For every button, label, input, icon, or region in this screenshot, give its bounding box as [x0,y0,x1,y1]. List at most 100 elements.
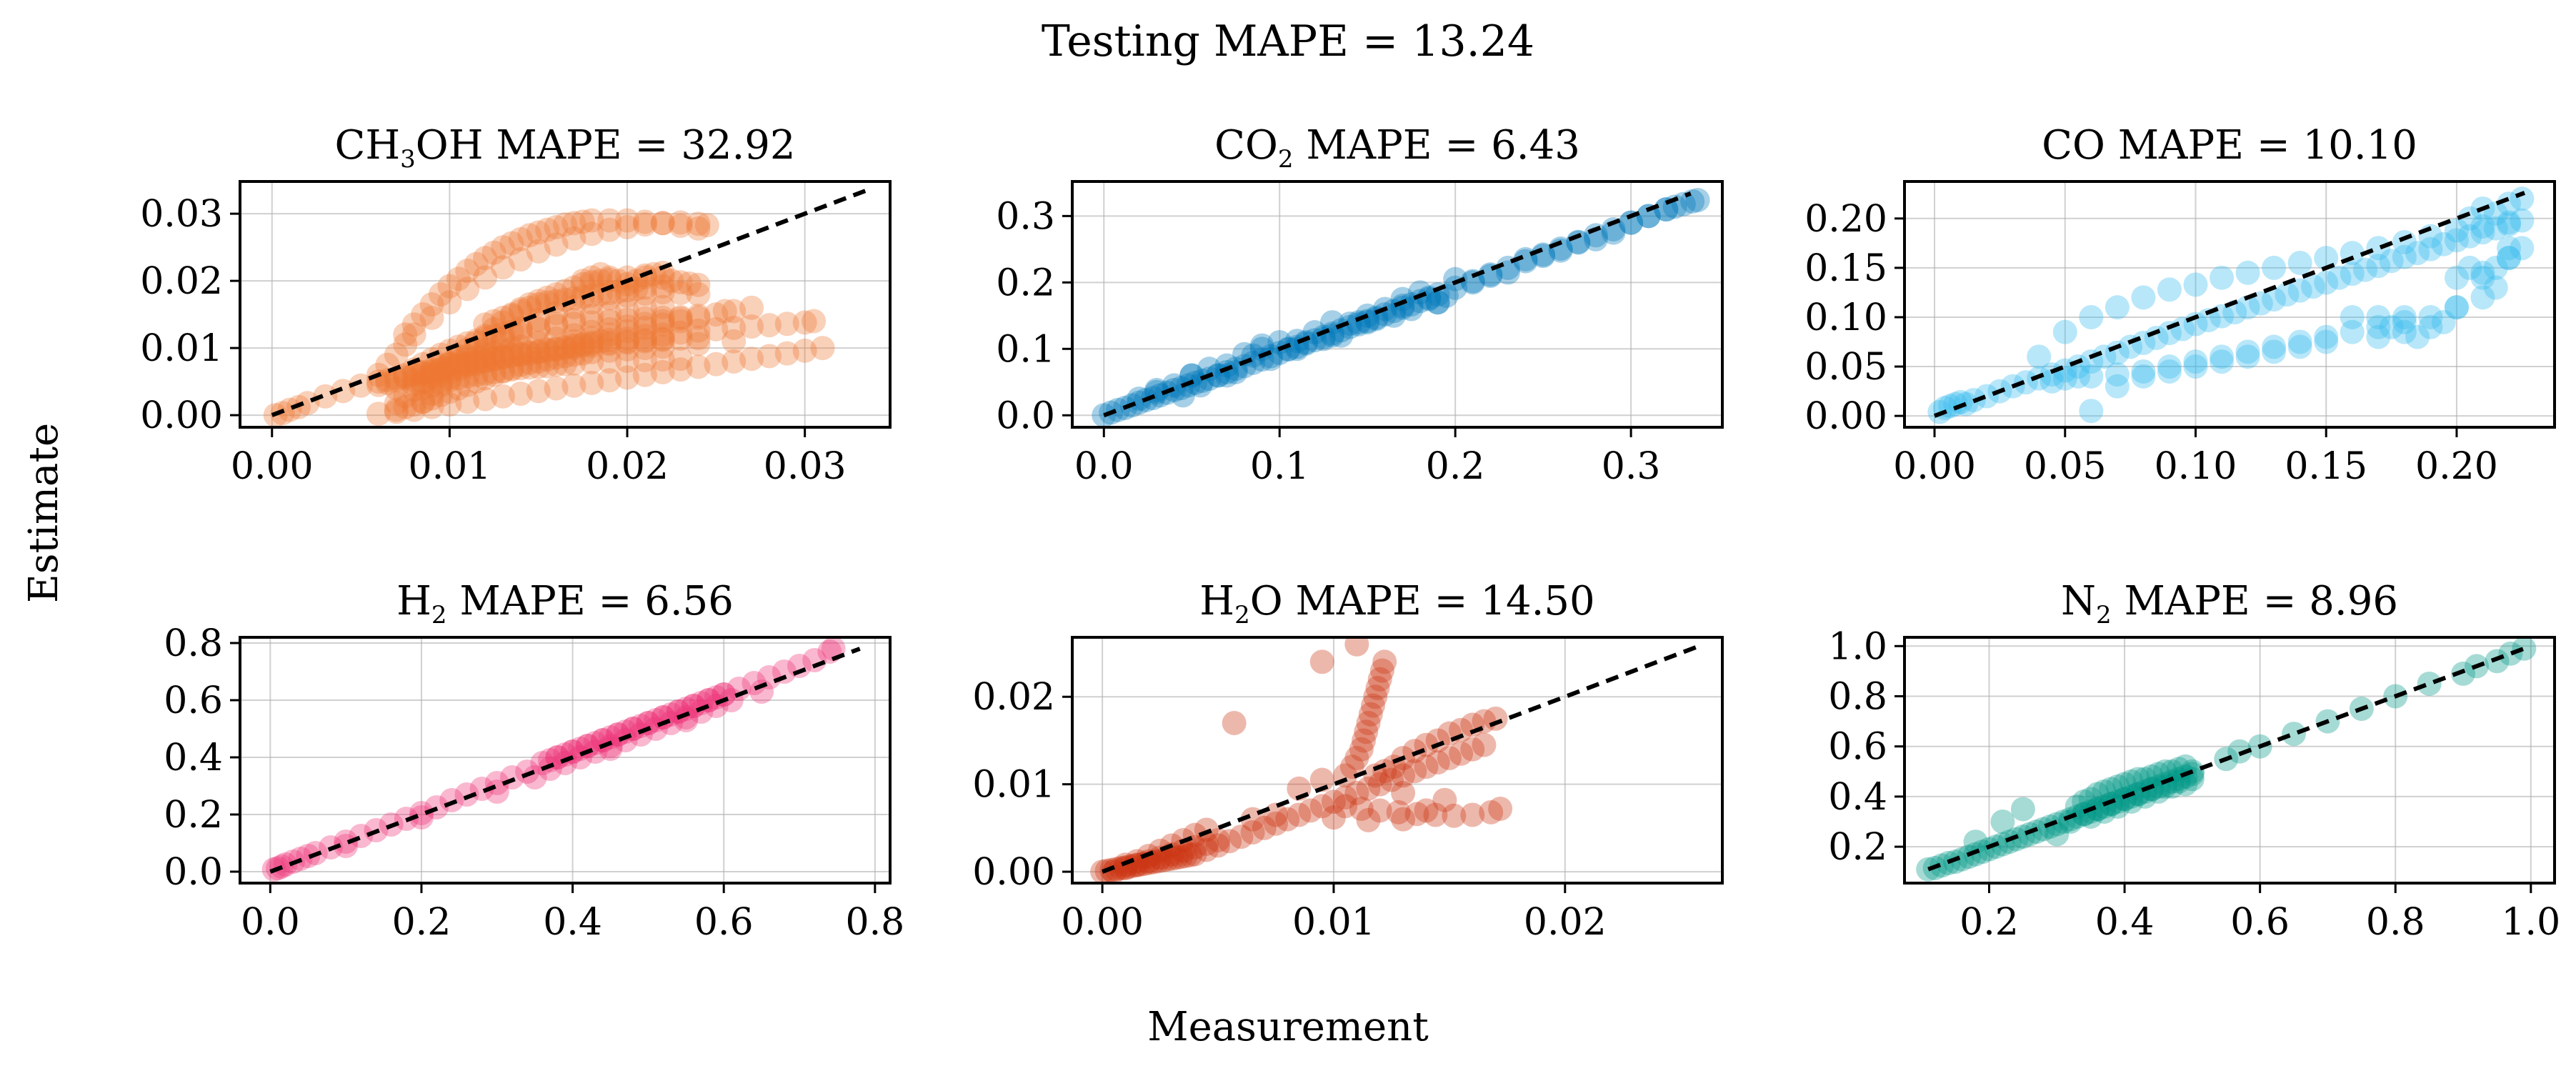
scatter-point [2340,304,2365,329]
scatter-point [481,346,506,371]
scatter-point [1391,763,1416,788]
scatter-point [686,305,711,330]
scatter-point [1154,847,1179,872]
scatter-point [561,226,586,251]
scatter-point [401,372,426,397]
scatter-point [508,297,533,322]
scatter-point [349,373,374,398]
axes-frame [239,180,892,429]
scatter-point [553,344,577,369]
scatter-point [650,211,675,236]
scatter-point [1188,373,1213,398]
scatter-point [597,330,622,355]
subplot-5: 0.00 0.01 0.02 0.00 0.01 0.02 H2O MAPE = 14.50 [972,578,1724,944]
scatter-point [526,220,551,245]
x-tick-label: 0.00 [231,445,314,488]
scatter-point [1478,264,1503,289]
scatter-point [2497,246,2522,271]
scatter-point [668,326,693,351]
scatter-point [686,211,711,236]
scatter-point [2139,777,2164,802]
scatter-point [446,349,471,374]
scatter-point [2470,285,2495,310]
scatter-point [668,309,693,334]
scatter-point [742,671,767,695]
scatter-point [2045,822,2070,847]
scatter-point [1365,676,1390,701]
scatter-point [1309,794,1334,819]
scatter-point [499,357,524,382]
subplot-3: 0.00 0.05 0.10 0.15 0.20 0.00 0.05 0.10 0.15 0.20… [1804,122,2556,488]
scatter-point [2470,214,2495,239]
x-tick-label: 0.4 [543,901,602,944]
scatter-point [1367,667,1392,692]
scatter-point [579,208,604,233]
scatter-point [1472,732,1497,757]
scatter-point [428,354,453,379]
scatter-point [366,402,391,427]
scatter-point [508,226,533,251]
scatter-point [792,310,817,335]
scatter-point [411,370,436,395]
scatter-point [464,330,489,355]
scatter-point [597,286,622,311]
scatter-point [419,359,444,384]
scatter-point [515,759,540,784]
scatter-point [686,332,711,357]
scatter-point [499,344,524,369]
scatter-point [526,339,551,364]
y-tick-label: 0.01 [972,764,1055,807]
scatter-point [2483,255,2508,280]
scatter-point [411,389,436,414]
scatter-point [481,347,506,372]
scatter-point [2079,364,2104,389]
scatter-point [535,347,560,372]
scatter-point [2379,249,2404,274]
scatter-point [526,349,551,374]
scatter-point [419,382,444,407]
scatter-point [1390,295,1415,320]
y-tick-label: 0.00 [972,851,1055,894]
scatter-point [455,352,480,377]
scatter-point [490,338,515,363]
scatter-point [1148,838,1173,863]
scatter-point [1355,309,1380,334]
scatter-point [2183,272,2208,297]
scatter-point [428,359,453,384]
scatter-point [1425,290,1450,315]
scatter-point [2483,275,2508,300]
subplot-4: 0.0 0.2 0.4 0.6 0.8 0.0 0.2 0.4 0.6 0.8 H2 MAPE = … [164,578,904,944]
scatter-point [1132,852,1157,877]
scatter-point [579,334,604,359]
scatter-point [597,301,622,326]
scatter-point [419,373,444,398]
scatter-point [774,341,799,366]
scatter-point [526,339,551,364]
scatter-point [1287,802,1312,827]
scatter-point [535,285,560,310]
scatter-point [597,265,622,290]
y-tick-label: 0.8 [164,622,223,665]
scatter-point [606,722,631,747]
scatter-point [1358,702,1383,727]
scatter-point [2262,334,2287,359]
scatter-point [668,320,693,345]
scatter-point [484,779,509,804]
scatter-point [1566,229,1591,254]
subplot-title: H2O MAPE = 14.50 [1199,578,1594,629]
scatter-point [615,337,640,362]
scatter-point [2235,344,2260,369]
scatter-point [401,392,426,417]
scatter-point [1990,810,2015,834]
scatter-point [2066,354,2091,379]
scatter-point [455,354,480,379]
scatter-point [598,734,623,758]
scatter-point [553,279,577,304]
scatter-point [2444,295,2469,320]
scatter-point [2483,216,2508,241]
scatter-point [393,384,418,409]
scatter-point [490,384,515,409]
scatter-point [375,370,400,395]
scatter-point [401,312,426,337]
scatter-point [535,338,560,363]
